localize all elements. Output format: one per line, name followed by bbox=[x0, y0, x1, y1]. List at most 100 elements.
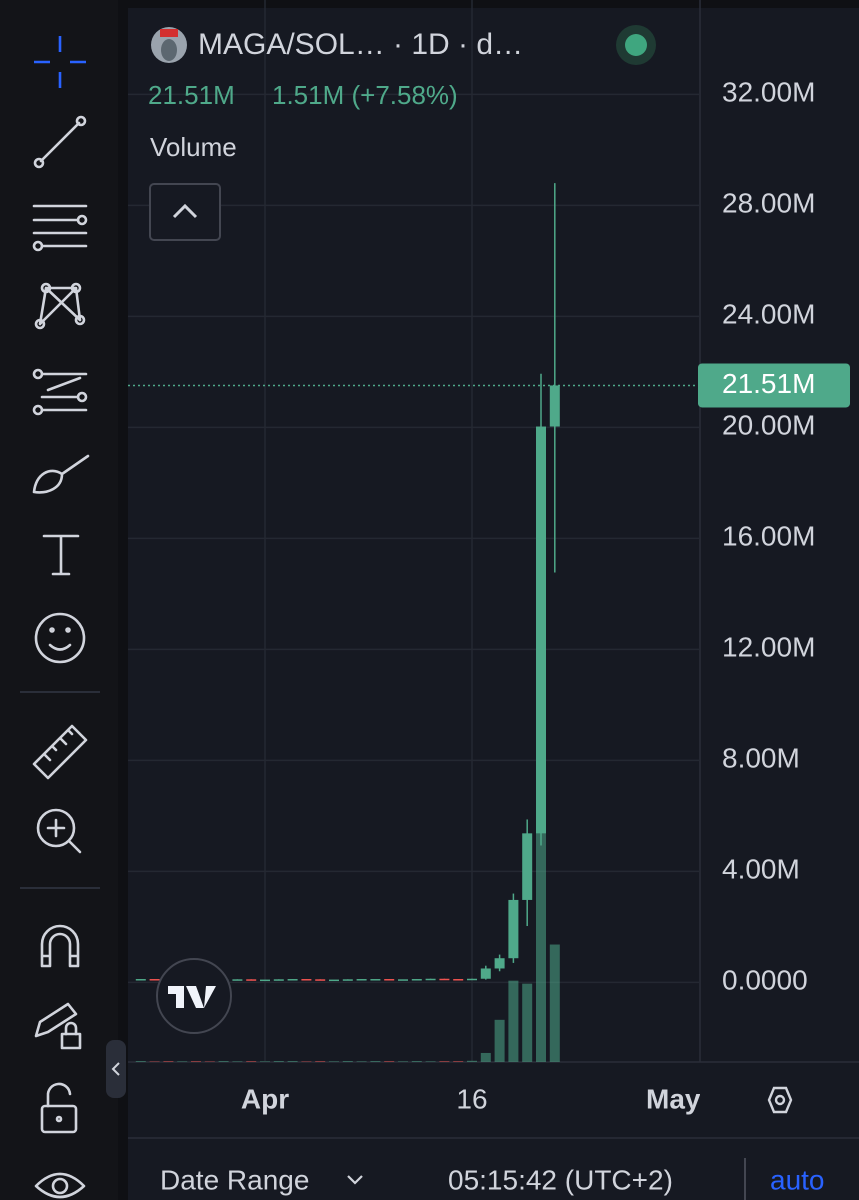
volume-bar bbox=[453, 1061, 464, 1062]
candle-body bbox=[329, 979, 339, 982]
volume-bar bbox=[439, 1061, 450, 1062]
toolbar bbox=[0, 0, 118, 1200]
y-tick-label: 12.00M bbox=[722, 632, 815, 663]
volume-bar bbox=[398, 1061, 408, 1062]
collapse-toolbar[interactable] bbox=[106, 1040, 126, 1098]
candle-body bbox=[315, 979, 326, 981]
y-tick-label: 28.00M bbox=[722, 188, 815, 219]
volume-bar bbox=[329, 1061, 339, 1062]
market-status bbox=[625, 34, 647, 56]
candle-body bbox=[398, 979, 408, 981]
projection-tool[interactable] bbox=[32, 368, 88, 416]
last-price-label: 21.51M bbox=[722, 368, 815, 399]
x-tick-label: 16 bbox=[456, 1083, 487, 1114]
candle-body bbox=[425, 978, 436, 981]
volume-bar bbox=[260, 1061, 270, 1062]
last-price: 21.51M bbox=[148, 80, 235, 110]
volume-bar bbox=[273, 1061, 284, 1062]
candle-body bbox=[301, 979, 312, 981]
settings-button[interactable] bbox=[767, 1086, 793, 1114]
volume-bar bbox=[218, 1061, 229, 1062]
y-tick-label: 24.00M bbox=[722, 299, 815, 330]
candle-body bbox=[549, 385, 560, 427]
volume-bar bbox=[287, 1061, 298, 1062]
volume-bar bbox=[411, 1061, 422, 1062]
volume-bar bbox=[135, 1061, 146, 1062]
date-range-button[interactable]: Date Range bbox=[160, 1164, 309, 1195]
volume-bar bbox=[177, 1061, 188, 1062]
volume-bar bbox=[536, 815, 546, 1062]
zoom-tool[interactable] bbox=[36, 808, 82, 854]
volume-bar bbox=[384, 1061, 395, 1062]
candle-body bbox=[494, 958, 505, 969]
volume-bar bbox=[232, 1061, 243, 1062]
emoji-tool[interactable] bbox=[34, 612, 86, 664]
candle-body bbox=[536, 426, 546, 834]
candle-body bbox=[522, 833, 533, 900]
auto-scale-button[interactable]: auto bbox=[770, 1164, 825, 1195]
candle-body bbox=[356, 979, 367, 981]
y-tick-label: 16.00M bbox=[722, 521, 815, 552]
volume-bar bbox=[549, 944, 560, 1062]
volume-bar bbox=[356, 1061, 367, 1062]
tradingview-logo bbox=[156, 958, 232, 1034]
volume-bar bbox=[315, 1061, 326, 1062]
volume-bar bbox=[467, 1060, 477, 1062]
candle-body bbox=[480, 968, 491, 979]
symbol-title[interactable]: MAGA/SOL… · 1D · d… bbox=[198, 28, 523, 61]
candle-body bbox=[273, 979, 284, 981]
ruler-tool[interactable] bbox=[32, 724, 88, 780]
lock-drawings-tool[interactable] bbox=[34, 1002, 82, 1050]
volume-bar bbox=[494, 1019, 505, 1062]
y-tick-label: 0.0000 bbox=[722, 965, 808, 996]
volume-bar bbox=[149, 1061, 160, 1062]
unlock-tool[interactable] bbox=[40, 1082, 78, 1134]
y-tick-label: 8.00M bbox=[722, 743, 800, 774]
y-tick-label: 20.00M bbox=[722, 410, 815, 441]
brush-tool[interactable] bbox=[32, 454, 90, 494]
volume-bar bbox=[370, 1061, 381, 1062]
volume-bar bbox=[508, 980, 519, 1062]
volume-bar bbox=[480, 1052, 491, 1062]
candle-body bbox=[453, 979, 464, 981]
candle-body bbox=[384, 979, 395, 981]
magnet-tool[interactable] bbox=[40, 924, 80, 968]
x-tick-label: Apr bbox=[241, 1083, 289, 1114]
chart-pane bbox=[128, 8, 859, 1200]
candle-body bbox=[508, 899, 519, 959]
candle-body bbox=[439, 978, 450, 981]
price-change: 1.51M (+7.58%) bbox=[272, 80, 458, 110]
volume-bar bbox=[246, 1061, 257, 1062]
candle-body bbox=[467, 978, 477, 981]
pattern-tool[interactable] bbox=[34, 282, 86, 330]
y-tick-label: 4.00M bbox=[722, 854, 800, 885]
last-price-badge bbox=[698, 363, 850, 408]
collapse-indicators[interactable] bbox=[149, 183, 221, 241]
volume-bar bbox=[163, 1061, 174, 1062]
candle-body bbox=[149, 979, 160, 981]
trend-line-tool[interactable] bbox=[33, 115, 87, 169]
candle-body bbox=[287, 979, 298, 981]
crosshair-tool[interactable] bbox=[34, 36, 86, 88]
candle-body bbox=[411, 979, 422, 981]
volume-bar bbox=[191, 1061, 201, 1062]
text-tool[interactable] bbox=[42, 534, 80, 576]
volume-bar bbox=[522, 983, 533, 1062]
volume-indicator-label: Volume bbox=[150, 132, 237, 162]
visibility-tool[interactable] bbox=[34, 1172, 86, 1199]
candle-body bbox=[342, 979, 353, 981]
dropdown-caret[interactable] bbox=[347, 1175, 363, 1185]
volume-bar bbox=[425, 1061, 436, 1062]
volume-bar bbox=[301, 1061, 312, 1062]
clock[interactable]: 05:15:42 (UTC+2) bbox=[448, 1164, 673, 1195]
fib-tool[interactable] bbox=[32, 204, 88, 252]
plot-area bbox=[128, 0, 700, 1062]
symbol-icon bbox=[151, 27, 187, 63]
x-tick-label: May bbox=[646, 1083, 701, 1114]
y-tick-label: 32.00M bbox=[722, 77, 815, 108]
candle-body bbox=[260, 979, 270, 982]
candle-body bbox=[135, 979, 146, 981]
candle-body bbox=[370, 979, 381, 981]
volume-bar bbox=[204, 1061, 215, 1062]
